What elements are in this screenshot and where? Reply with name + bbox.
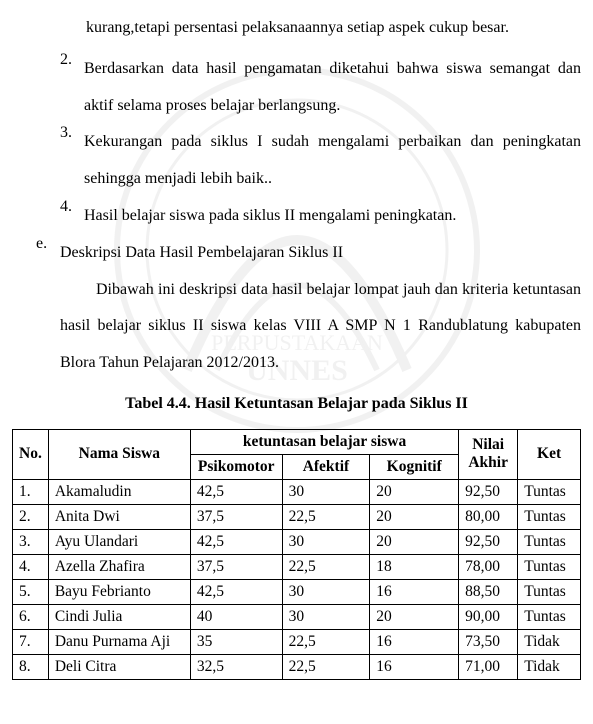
list-text: Kekurangan pada siklus I sudah mengalami… — [84, 124, 581, 198]
list-item-2: 2. Berdasarkan data hasil pengamatan dik… — [60, 51, 581, 125]
cell-afektif: 22,5 — [282, 554, 370, 579]
cell-name: Cindi Julia — [48, 604, 190, 629]
table-row: 5.Bayu Febrianto42,5301688,50Tuntas — [13, 579, 581, 604]
col-name: Nama Siswa — [48, 429, 190, 479]
sub-item-e: e. Deskripsi Data Hasil Pembelajaran Sik… — [36, 235, 581, 272]
table-row: 1.Akamaludin42,5302092,50Tuntas — [13, 479, 581, 504]
cell-afektif: 30 — [282, 479, 370, 504]
cell-psiko: 42,5 — [190, 479, 282, 504]
cell-afektif: 22,5 — [282, 504, 370, 529]
cell-ket: Tuntas — [518, 604, 581, 629]
cell-kognitif: 20 — [370, 504, 459, 529]
cell-ket: Tidak — [518, 654, 581, 679]
cell-psiko: 37,5 — [190, 504, 282, 529]
cell-ket: Tuntas — [518, 479, 581, 504]
cell-ket: Tuntas — [518, 504, 581, 529]
cell-name: Azella Zhafira — [48, 554, 190, 579]
cell-afektif: 22,5 — [282, 654, 370, 679]
description-paragraph: Dibawah ini deskripsi data hasil belajar… — [60, 272, 581, 382]
cell-no: 6. — [13, 604, 49, 629]
col-group: ketuntasan belajar siswa — [190, 429, 458, 454]
table-row: 3.Ayu Ulandari42,5302092,50Tuntas — [13, 529, 581, 554]
sub-heading: Deskripsi Data Hasil Pembelajaran Siklus… — [60, 235, 581, 272]
cell-name: Akamaludin — [48, 479, 190, 504]
cell-name: Deli Citra — [48, 654, 190, 679]
cell-nilai: 92,50 — [459, 529, 518, 554]
cell-kognitif: 16 — [370, 629, 459, 654]
cell-no: 7. — [13, 629, 49, 654]
col-no: No. — [13, 429, 49, 479]
results-table: No. Nama Siswa ketuntasan belajar siswa … — [12, 429, 581, 680]
cell-ket: Tidak — [518, 629, 581, 654]
cell-kognitif: 20 — [370, 479, 459, 504]
cell-nilai: 80,00 — [459, 504, 518, 529]
cell-psiko: 35 — [190, 629, 282, 654]
list-text: Hasil belajar siswa pada siklus II menga… — [84, 198, 581, 235]
cell-afektif: 30 — [282, 604, 370, 629]
cell-no: 3. — [13, 529, 49, 554]
cell-psiko: 42,5 — [190, 579, 282, 604]
cell-no: 2. — [13, 504, 49, 529]
cell-nilai: 88,50 — [459, 579, 518, 604]
cell-psiko: 42,5 — [190, 529, 282, 554]
document-content: kurang,tetapi persentasi pelaksanaannya … — [0, 0, 593, 680]
list-number: 4. — [60, 198, 84, 235]
table-row: 7.Danu Purnama Aji3522,51673,50Tidak — [13, 629, 581, 654]
col-psiko: Psikomotor — [190, 454, 282, 479]
cell-name: Bayu Febrianto — [48, 579, 190, 604]
list-number: 3. — [60, 124, 84, 198]
cell-name: Danu Purnama Aji — [48, 629, 190, 654]
table-header-row-1: No. Nama Siswa ketuntasan belajar siswa … — [13, 429, 581, 454]
cell-afektif: 30 — [282, 529, 370, 554]
cell-afektif: 22,5 — [282, 629, 370, 654]
sub-letter: e. — [36, 235, 60, 272]
cell-nilai: 78,00 — [459, 554, 518, 579]
list-item-4: 4. Hasil belajar siswa pada siklus II me… — [60, 198, 581, 235]
cell-no: 4. — [13, 554, 49, 579]
cell-nilai: 90,00 — [459, 604, 518, 629]
cell-nilai: 73,50 — [459, 629, 518, 654]
cell-kognitif: 20 — [370, 529, 459, 554]
table-row: 2.Anita Dwi37,522,52080,00Tuntas — [13, 504, 581, 529]
cell-psiko: 40 — [190, 604, 282, 629]
cell-kognitif: 18 — [370, 554, 459, 579]
table-row: 4.Azella Zhafira37,522,51878,00Tuntas — [13, 554, 581, 579]
list-item-3: 3. Kekurangan pada siklus I sudah mengal… — [60, 124, 581, 198]
table-caption: Tabel 4.4. Hasil Ketuntasan Belajar pada… — [12, 390, 581, 419]
cell-afektif: 30 — [282, 579, 370, 604]
col-afektif: Afektif — [282, 454, 370, 479]
continuation-paragraph: kurang,tetapi persentasi pelaksanaannya … — [12, 10, 581, 47]
cell-kognitif: 16 — [370, 579, 459, 604]
list-number: 2. — [60, 51, 84, 125]
cell-ket: Tuntas — [518, 529, 581, 554]
cell-psiko: 37,5 — [190, 554, 282, 579]
cell-ket: Tuntas — [518, 579, 581, 604]
cell-name: Anita Dwi — [48, 504, 190, 529]
cell-no: 8. — [13, 654, 49, 679]
col-ket: Ket — [518, 429, 581, 479]
cell-no: 5. — [13, 579, 49, 604]
cell-kognitif: 16 — [370, 654, 459, 679]
col-nilai: Nilai Akhir — [459, 429, 518, 479]
cell-ket: Tuntas — [518, 554, 581, 579]
cell-name: Ayu Ulandari — [48, 529, 190, 554]
table-row: 8.Deli Citra32,522,51671,00Tidak — [13, 654, 581, 679]
cell-nilai: 71,00 — [459, 654, 518, 679]
cell-psiko: 32,5 — [190, 654, 282, 679]
cell-kognitif: 20 — [370, 604, 459, 629]
cell-nilai: 92,50 — [459, 479, 518, 504]
list-text: Berdasarkan data hasil pengamatan diketa… — [84, 51, 581, 125]
table-row: 6.Cindi Julia40302090,00Tuntas — [13, 604, 581, 629]
col-kognitif: Kognitif — [370, 454, 459, 479]
cell-no: 1. — [13, 479, 49, 504]
